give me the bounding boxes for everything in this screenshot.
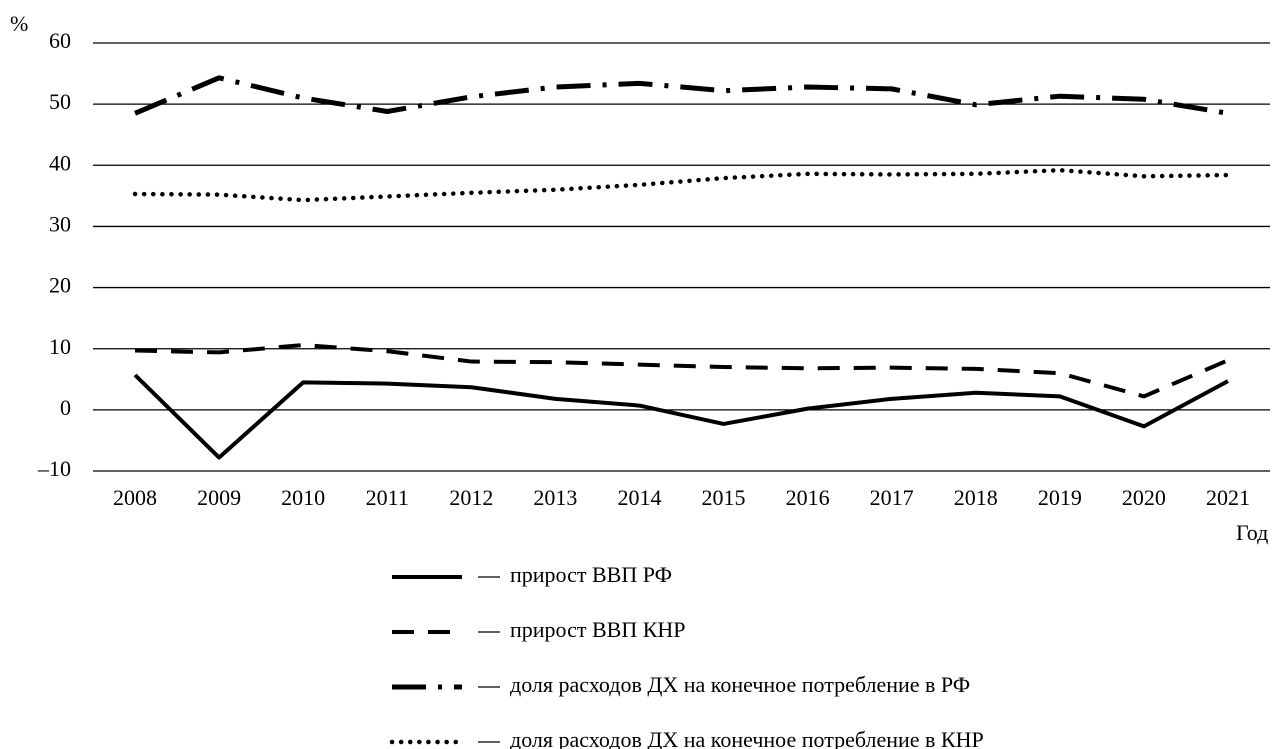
x-tick-label: 2019 bbox=[1038, 485, 1082, 510]
legend-label: доля расходов ДХ на конечное потребление… bbox=[510, 727, 984, 749]
x-tick-label: 2021 bbox=[1206, 485, 1250, 510]
y-tick-label: 20 bbox=[49, 273, 71, 298]
y-tick-label: 50 bbox=[49, 89, 71, 114]
series-line bbox=[133, 373, 1229, 460]
legend-label: доля расходов ДХ на конечное потребление… bbox=[510, 672, 970, 697]
y-tick-label: 10 bbox=[49, 334, 71, 359]
x-tick-label: 2010 bbox=[281, 485, 325, 510]
x-axis-label: Год bbox=[1236, 520, 1268, 545]
x-tick-label: 2015 bbox=[702, 485, 746, 510]
x-tick-label: 2012 bbox=[449, 485, 493, 510]
y-tick-label: 60 bbox=[49, 28, 71, 53]
legend-label: прирост ВВП КНР bbox=[510, 617, 686, 642]
x-tick-label: 2016 bbox=[786, 485, 830, 510]
x-tick-label: 2014 bbox=[617, 485, 661, 510]
x-tick-label: 2011 bbox=[366, 485, 409, 510]
y-tick-label: 0 bbox=[60, 395, 71, 420]
x-tick-label: 2020 bbox=[1122, 485, 1166, 510]
x-tick-label: 2017 bbox=[870, 485, 914, 510]
y-axis-label: % bbox=[10, 11, 28, 36]
x-tick-label: 2009 bbox=[197, 485, 241, 510]
series-line bbox=[132, 167, 1231, 203]
y-tick-label: –10 bbox=[37, 456, 71, 481]
x-tick-label: 2013 bbox=[533, 485, 577, 510]
legend-label: прирост ВВП РФ bbox=[510, 562, 672, 587]
y-tick-label: 40 bbox=[49, 150, 71, 175]
x-tick-label: 2008 bbox=[113, 485, 157, 510]
series-line bbox=[134, 343, 1229, 399]
y-tick-label: 30 bbox=[49, 211, 71, 236]
series-line bbox=[134, 75, 1229, 116]
x-tick-label: 2018 bbox=[954, 485, 998, 510]
